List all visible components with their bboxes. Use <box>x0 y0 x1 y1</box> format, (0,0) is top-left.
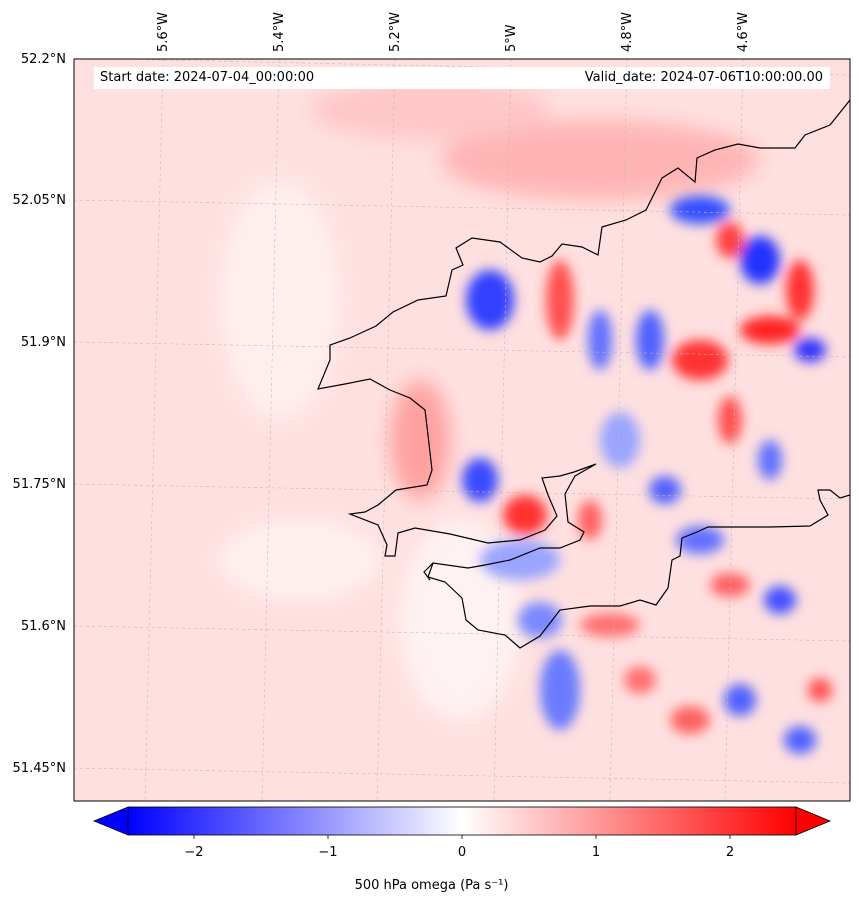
lon-tick-label: 4.8°W <box>620 11 635 52</box>
lat-tick-label: 52.2°N <box>20 52 66 67</box>
omega-field <box>74 59 850 801</box>
colorbar-extend-max <box>795 806 832 836</box>
lon-tick-label: 5°W <box>504 24 519 52</box>
colorbar-tick-label: 0 <box>457 845 467 860</box>
start-date-text: Start date: 2024-07-04_00:00:00 <box>100 70 315 85</box>
colorbar-label: 500 hPa omega (Pa s⁻¹) <box>354 878 509 893</box>
colorbar-tick-label: 1 <box>591 845 601 860</box>
lat-tick-label: 51.9°N <box>20 335 66 350</box>
colorbar-tick-label: −2 <box>184 845 204 860</box>
colorbar-tick-label: 2 <box>725 845 735 860</box>
colorbar-tick-label: −1 <box>318 845 338 860</box>
lon-tick-label: 5.4°W <box>272 11 287 52</box>
lat-tick-label: 52.05°N <box>12 193 66 208</box>
lat-tick-label: 51.45°N <box>12 761 66 776</box>
lat-tick-label: 51.75°N <box>12 477 66 492</box>
colorbar-gradient <box>127 806 797 836</box>
colorbar-extend-min <box>92 806 129 836</box>
valid-date-text: Valid_date: 2024-07-06T10:00:00.00 <box>584 70 823 85</box>
lat-tick-label: 51.6°N <box>20 619 66 634</box>
lon-tick-label: 4.6°W <box>736 11 751 52</box>
lon-tick-label: 5.6°W <box>156 11 171 52</box>
coastline <box>317 99 850 649</box>
lon-tick-label: 5.2°W <box>388 11 403 52</box>
colorbar <box>92 806 832 839</box>
date-info-box: Start date: 2024-07-04_00:00:00 Valid_da… <box>94 67 830 89</box>
